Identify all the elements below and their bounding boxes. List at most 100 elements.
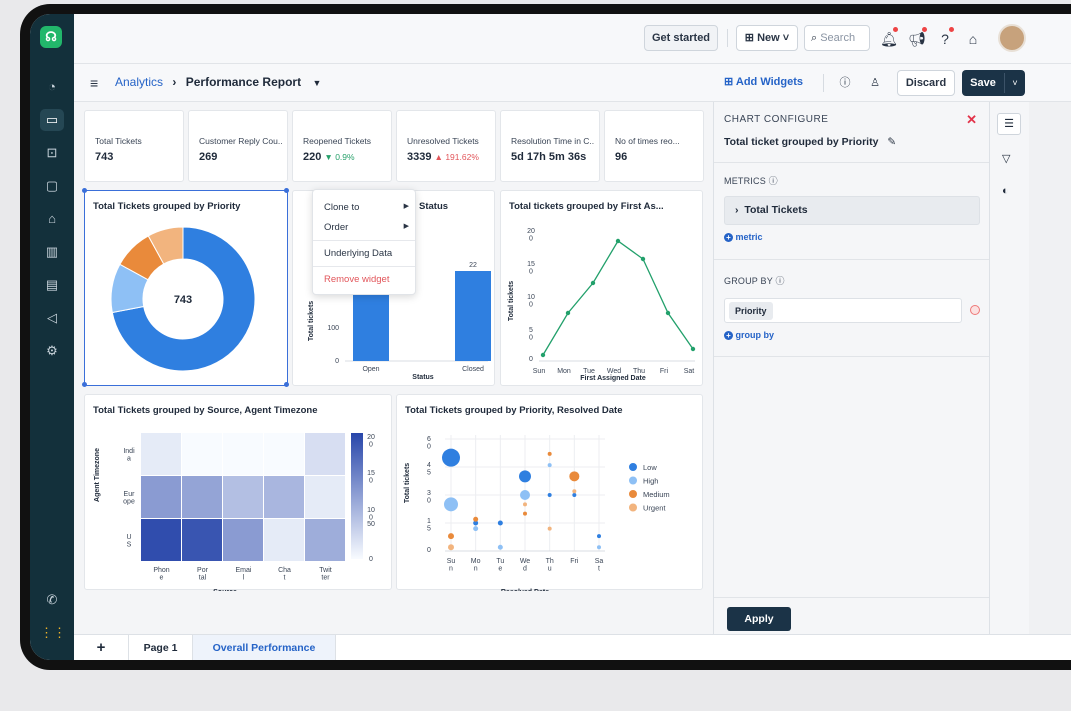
bubble-point xyxy=(572,489,577,494)
divider xyxy=(1004,73,1005,93)
dashboard-icon[interactable]: ◔ xyxy=(48,79,56,94)
help-circle-icon[interactable]: ⓘ xyxy=(839,77,851,89)
help-icon[interactable]: ? xyxy=(941,31,949,47)
groupby-field[interactable]: Priority xyxy=(724,298,962,323)
get-started-button[interactable]: Get started xyxy=(644,25,718,51)
widget-priority-bubble[interactable]: Total Tickets grouped by Priority, Resol… xyxy=(396,394,703,591)
left-rail: ☊ ◔ ▭ ⊡ ▢ ⌂ ▥ ▤ ◁ ⚙ ✆ ⋮⋮ xyxy=(30,14,74,660)
device-frame: ☊ ◔ ▭ ⊡ ▢ ⌂ ▥ ▤ ◁ ⚙ ✆ ⋮⋮ Get started ⊞ N… xyxy=(20,4,1071,670)
bubble-point xyxy=(448,544,454,551)
x-tick-label: Twit ter xyxy=(319,567,332,582)
kpi-card-customer-reply[interactable]: Customer Reply Cou.. 269 xyxy=(188,110,288,182)
x-tick-label: Tue xyxy=(583,368,595,375)
bubble-point xyxy=(597,545,601,550)
widget-first-assigned-line[interactable]: Total tickets grouped by First As... Tot… xyxy=(500,190,703,386)
metric-item[interactable]: › Total Tickets xyxy=(724,196,980,225)
donut-center-label: 743 xyxy=(174,294,192,306)
menu-item-underlying-data[interactable]: Underlying Data xyxy=(324,248,393,259)
apply-button[interactable]: Apply xyxy=(727,607,791,631)
divider xyxy=(714,356,989,357)
contacts-icon[interactable]: ⊡ xyxy=(46,145,58,160)
filter-icon[interactable]: ▽ xyxy=(1002,153,1011,165)
breadcrumb-root[interactable]: Analytics xyxy=(115,75,164,89)
new-button[interactable]: ⊞ New ˅ xyxy=(736,25,798,51)
reports-icon[interactable]: ▥ xyxy=(45,244,59,259)
palette-icon[interactable]: ◐ xyxy=(1002,185,1009,197)
remove-groupby-icon[interactable] xyxy=(970,305,980,315)
tab-page-1[interactable]: Page 1 xyxy=(129,635,193,660)
heatmap-cell xyxy=(223,519,263,561)
phone-icon[interactable]: ✆ xyxy=(46,592,58,607)
menu-item-order[interactable]: Order xyxy=(324,222,349,233)
menu-item-remove-widget[interactable]: Remove widget xyxy=(324,274,390,285)
kpi-label: No of times reo... xyxy=(615,136,680,146)
caret-down-icon[interactable]: ▼ xyxy=(312,78,322,88)
bell-icon[interactable]: 🔔︎ xyxy=(880,31,898,47)
kpi-card-unresolved[interactable]: Unresolved Tickets 3339 ▲ 191.62% xyxy=(396,110,496,182)
marketplace-icon[interactable]: ⌂ xyxy=(968,31,978,47)
configure-sliders-icon[interactable]: ☰ xyxy=(997,113,1021,135)
heatmap-cell xyxy=(305,476,345,518)
apps-grid-icon[interactable]: ⋮⋮ xyxy=(40,625,66,640)
menu-icon[interactable]: ≡ xyxy=(90,75,99,91)
add-groupby-button[interactable]: + group by xyxy=(724,330,774,340)
search-input[interactable]: ⌕ Search xyxy=(804,25,870,51)
app-logo[interactable]: ☊ xyxy=(40,26,62,48)
book-icon[interactable]: ▢ xyxy=(45,178,59,193)
heatmap-cell xyxy=(141,433,181,475)
widget-priority-donut[interactable]: Total Tickets grouped by Priority 743 xyxy=(84,190,288,386)
groupby-chip[interactable]: Priority xyxy=(729,302,773,320)
chevron-right-icon: › xyxy=(735,204,739,216)
x-tick-label: Emai l xyxy=(236,567,252,582)
plus-circle-icon: + xyxy=(724,233,733,242)
bot-icon[interactable]: ⌂ xyxy=(48,211,56,226)
y-axis-label: Total tickets xyxy=(308,301,315,341)
x-tick-label: Fri xyxy=(570,558,579,565)
widget-source-heatmap[interactable]: Total Tickets grouped by Source, Agent T… xyxy=(84,394,392,591)
chat-icon[interactable]: ▤ xyxy=(45,277,59,292)
resize-handle[interactable] xyxy=(284,382,289,387)
kpi-delta: ▼ 0.9% xyxy=(324,152,355,162)
kpi-card-reopened[interactable]: Reopened Tickets 220 ▼ 0.9% xyxy=(292,110,392,182)
share-user-icon[interactable]: ♙ xyxy=(870,77,880,89)
save-button[interactable]: Save xyxy=(970,77,996,89)
scale-tick-label: 15 0 xyxy=(367,470,375,485)
settings-icon[interactable]: ⚙ xyxy=(46,343,58,358)
avatar[interactable] xyxy=(998,24,1026,52)
kpi-card-resolution-time[interactable]: Resolution Time in C.. 5d 17h 5m 36s xyxy=(500,110,600,182)
y-tick-label: Indi a xyxy=(123,448,135,463)
save-options-chevron-icon[interactable]: ˅ xyxy=(1012,78,1018,88)
widget-title: Total Tickets grouped by Priority, Resol… xyxy=(405,405,623,416)
bubble-point xyxy=(444,497,458,512)
heatmap-cell xyxy=(223,433,263,475)
add-metric-button[interactable]: + metric xyxy=(724,232,763,242)
bubble-point xyxy=(547,451,552,456)
resize-handle[interactable] xyxy=(284,188,289,193)
plus-box-icon: ⊞ xyxy=(724,76,736,88)
groupby-label: GROUP BY ⓘ xyxy=(724,274,785,287)
tickets-icon[interactable]: ▭ xyxy=(40,109,64,131)
tab-overall-performance[interactable]: Overall Performance xyxy=(193,635,336,660)
add-widgets-button[interactable]: ⊞ Add Widgets xyxy=(724,75,803,88)
add-page-button[interactable]: + xyxy=(74,635,129,660)
megaphone-icon[interactable]: ◁ xyxy=(47,310,57,325)
kpi-card-total-tickets[interactable]: Total Tickets 743 xyxy=(84,110,184,182)
announcement-icon[interactable]: 📢︎ xyxy=(908,31,926,47)
scale-tick-label: 0 xyxy=(369,556,373,563)
resize-handle[interactable] xyxy=(82,382,87,387)
discard-button[interactable]: Discard xyxy=(897,70,955,96)
edit-pencil-icon[interactable]: ✎ xyxy=(887,136,897,148)
widget-title: Total Tickets grouped by Source, Agent T… xyxy=(93,405,318,416)
close-icon[interactable]: ✕ xyxy=(966,112,977,127)
kpi-card-reopen-count[interactable]: No of times reo... 96 xyxy=(604,110,704,182)
panel-header: CHART CONFIGURE xyxy=(724,114,829,125)
heatmap-cell xyxy=(223,476,263,518)
heatmap-cell xyxy=(141,519,181,561)
menu-item-clone[interactable]: Clone to xyxy=(324,202,360,213)
widget-title: Total Tickets grouped by Priority xyxy=(93,201,241,212)
resize-handle[interactable] xyxy=(82,188,87,193)
metrics-label-text: METRICS xyxy=(724,176,766,186)
bubble-point xyxy=(497,520,503,526)
